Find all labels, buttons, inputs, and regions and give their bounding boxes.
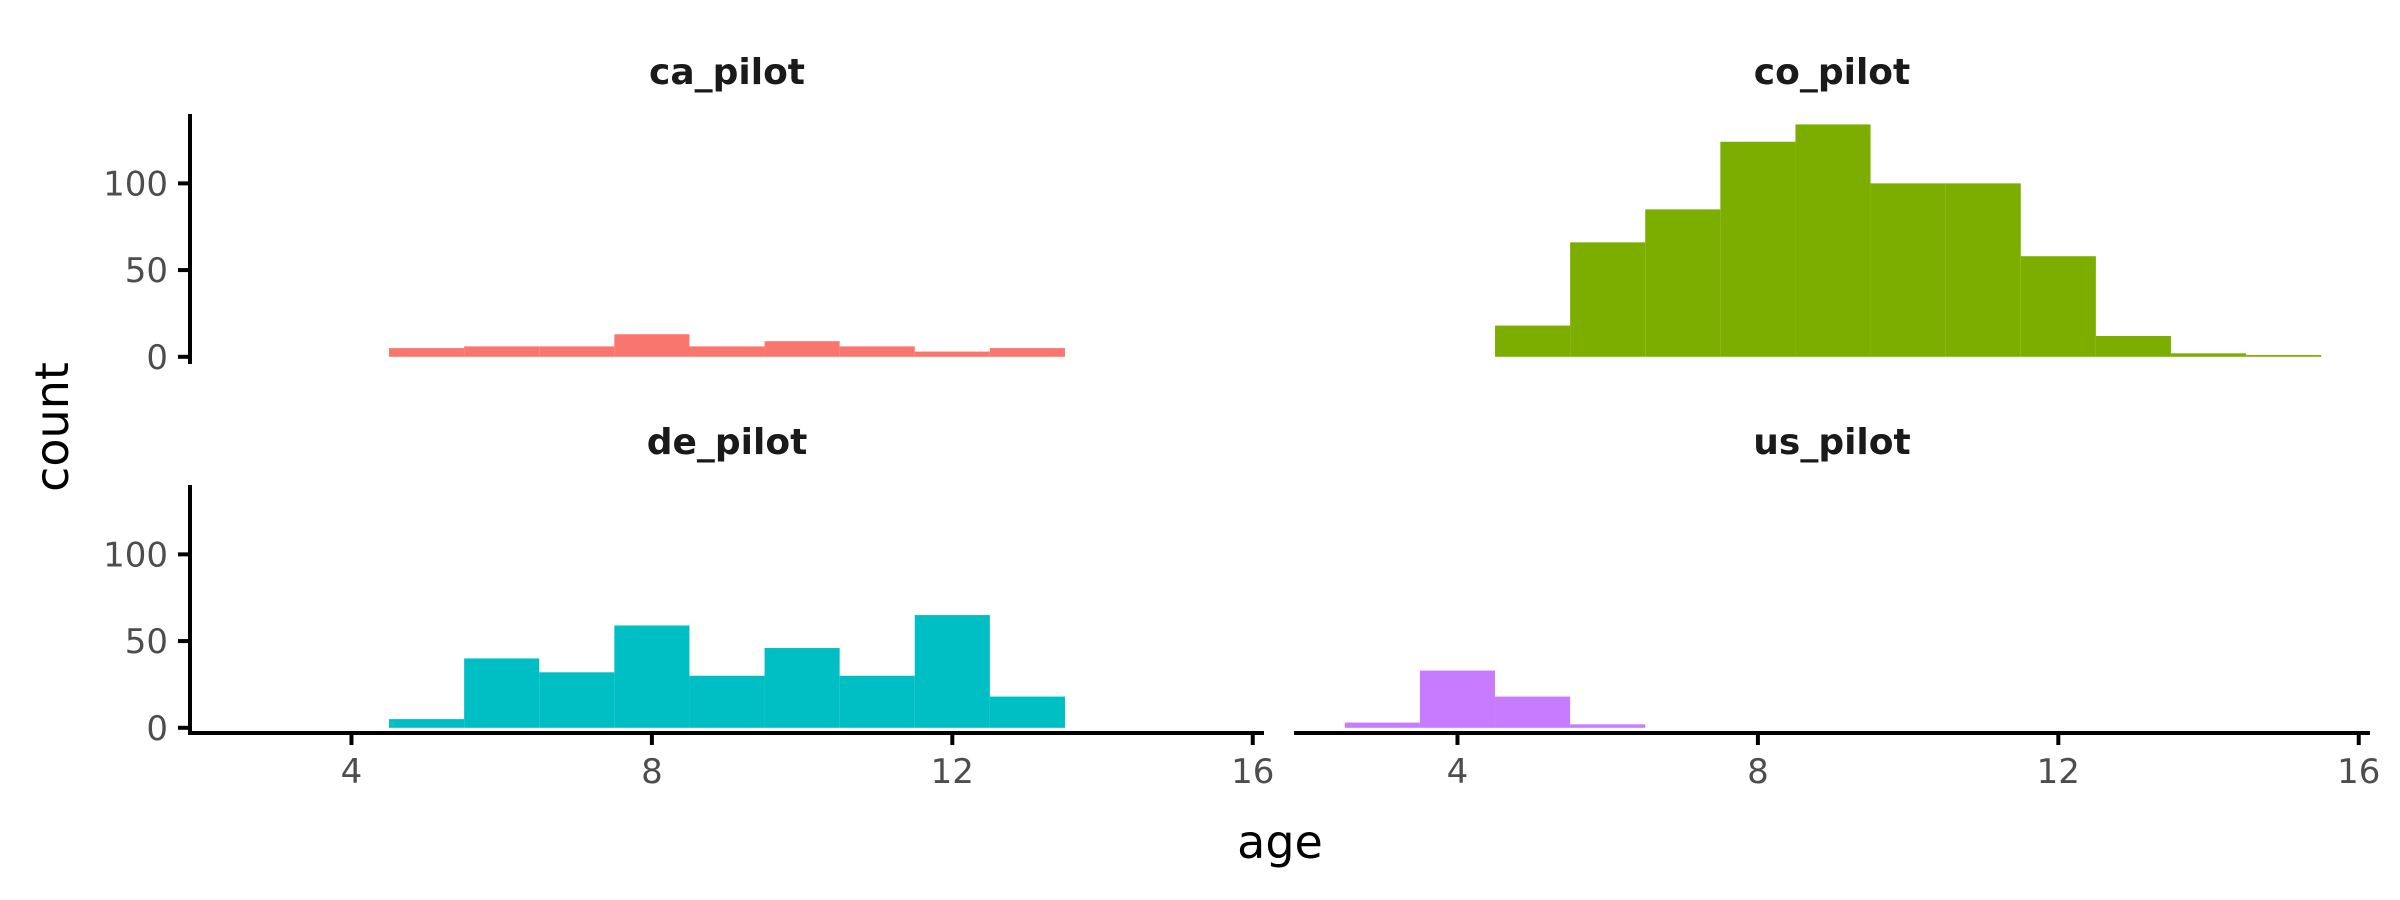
- axes: 0 50 100 0 50 100 4 8 12 16 4 8 12 16: [103, 114, 2380, 792]
- y-tick-label: 0: [146, 709, 168, 749]
- panel-title: de_pilot: [647, 422, 808, 463]
- histogram-bar: [1945, 183, 2021, 357]
- histogram-bar: [914, 615, 990, 728]
- histogram-bar: [1495, 696, 1571, 728]
- histogram-bar: [1645, 209, 1721, 357]
- panel-title: co_pilot: [1754, 52, 1910, 93]
- histogram-bar: [614, 334, 690, 357]
- y-tick-label: 100: [103, 164, 168, 204]
- y-tick-label: 50: [125, 622, 168, 662]
- histogram-bar: [1495, 325, 1571, 357]
- panel-de-pilot: de_pilot: [389, 422, 1065, 728]
- histogram-bar: [464, 346, 540, 357]
- histogram-bar: [764, 648, 840, 728]
- histogram-bar: [1419, 670, 1496, 728]
- y-axis-title: count: [25, 362, 79, 492]
- histogram-bar: [1795, 124, 1871, 357]
- histogram-bar: [764, 341, 840, 357]
- histogram-bar: [1344, 722, 1420, 728]
- x-tick-label: 8: [641, 752, 663, 792]
- x-axis-title: age: [1237, 815, 1323, 869]
- histogram-bar: [689, 675, 765, 728]
- histogram-bar: [2170, 353, 2247, 357]
- histogram-bar: [389, 348, 465, 357]
- histogram-bar: [1570, 724, 1646, 728]
- histogram-bars: [389, 615, 1065, 728]
- histogram-bar: [989, 696, 1065, 728]
- histogram-bar: [1870, 183, 1946, 357]
- panel-co-pilot: co_pilot: [1495, 52, 2322, 357]
- x-tick-label: 8: [1747, 752, 1769, 792]
- panel-title: us_pilot: [1753, 422, 1910, 463]
- histogram-bar: [2246, 355, 2322, 357]
- histogram-bar: [1570, 242, 1646, 357]
- x-tick-label: 16: [2337, 752, 2380, 792]
- x-tick-label: 12: [931, 752, 974, 792]
- histogram-bars: [1344, 670, 1646, 728]
- y-tick-label: 0: [146, 338, 168, 378]
- histogram-bar: [2095, 335, 2171, 357]
- histogram-bars: [1495, 124, 2322, 357]
- histogram-bar: [1720, 141, 1796, 357]
- x-tick-label: 16: [1231, 752, 1274, 792]
- x-tick-label: 4: [1447, 752, 1469, 792]
- histogram-bar: [839, 675, 915, 728]
- histogram-bar: [914, 351, 990, 357]
- x-tick-label: 4: [341, 752, 363, 792]
- histogram-bar: [539, 346, 615, 357]
- histogram-bar: [989, 348, 1065, 357]
- histogram-bar: [464, 658, 540, 728]
- panel-us-pilot: us_pilot: [1344, 422, 1911, 728]
- panel-ca-pilot: ca_pilot: [389, 52, 1065, 357]
- histogram-bar: [614, 625, 690, 728]
- histogram-bar: [839, 346, 915, 357]
- histogram-bar: [2020, 256, 2096, 357]
- histogram-bars: [389, 334, 1065, 357]
- y-tick-label: 100: [103, 535, 168, 575]
- x-tick-label: 12: [2037, 752, 2080, 792]
- histogram-bar: [689, 346, 765, 357]
- y-tick-label: 50: [125, 251, 168, 291]
- panel-title: ca_pilot: [649, 52, 805, 93]
- histogram-bar: [389, 719, 465, 728]
- histogram-bar: [539, 672, 615, 728]
